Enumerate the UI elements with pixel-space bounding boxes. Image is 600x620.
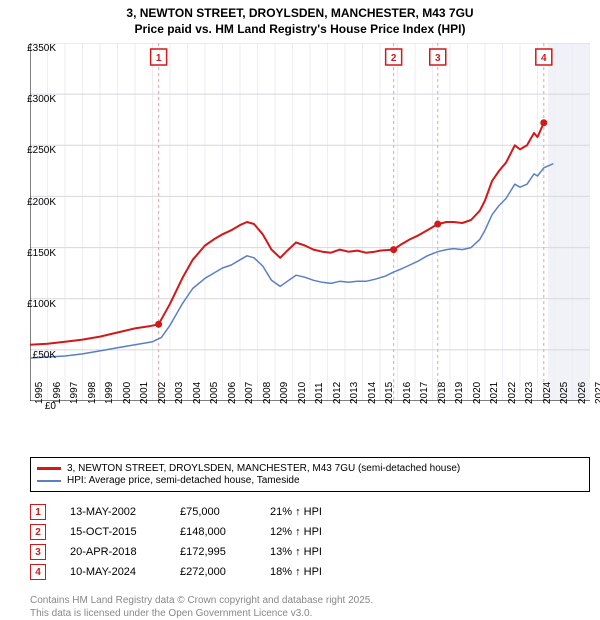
y-axis-labels: £0£50K£100K£150K£200K£250K£300K£350K [24, 49, 58, 407]
legend: 3, NEWTON STREET, DROYLSDEN, MANCHESTER,… [30, 457, 590, 492]
sale-price: £75,000 [180, 506, 270, 518]
sale-date: 20-APR-2018 [70, 546, 180, 558]
chart-svg: 1 2 3 4 [30, 43, 590, 401]
sale-price: £172,995 [180, 546, 270, 558]
sale-pct: 21% ↑ HPI [270, 506, 380, 518]
sale-pct: 18% ↑ HPI [270, 566, 380, 578]
sale-badge: 4 [30, 564, 46, 580]
title-line-1: 3, NEWTON STREET, DROYLSDEN, MANCHESTER,… [4, 6, 596, 22]
title-line-2: Price paid vs. HM Land Registry's House … [4, 22, 596, 38]
svg-text:3: 3 [435, 53, 441, 64]
sale-row: 1 13-MAY-2002 £75,000 21% ↑ HPI [30, 504, 590, 520]
sale-date: 13-MAY-2002 [70, 506, 180, 518]
sales-table: 1 13-MAY-2002 £75,000 21% ↑ HPI 2 15-OCT… [30, 500, 590, 584]
sale-price: £148,000 [180, 526, 270, 538]
sale-price: £272,000 [180, 566, 270, 578]
legend-label-series-1: 3, NEWTON STREET, DROYLSDEN, MANCHESTER,… [67, 463, 460, 474]
sale-badge: 3 [30, 544, 46, 560]
sale-date: 15-OCT-2015 [70, 526, 180, 538]
legend-swatch-series-2 [37, 480, 61, 482]
sale-date: 10-MAY-2024 [70, 566, 180, 578]
legend-label-series-2: HPI: Average price, semi-detached house,… [67, 475, 300, 486]
footer-line-1: Contains HM Land Registry data © Crown c… [30, 594, 590, 607]
sale-badge: 2 [30, 524, 46, 540]
svg-text:1: 1 [156, 53, 162, 64]
sale-row: 2 15-OCT-2015 £148,000 12% ↑ HPI [30, 524, 590, 540]
svg-text:2: 2 [391, 53, 397, 64]
sale-row: 3 20-APR-2018 £172,995 13% ↑ HPI [30, 544, 590, 560]
chart-title: 3, NEWTON STREET, DROYLSDEN, MANCHESTER,… [0, 0, 600, 37]
footer: Contains HM Land Registry data © Crown c… [30, 594, 590, 620]
legend-swatch-series-1 [37, 467, 61, 470]
x-axis-labels: 1995199619971998199920002001200220032004… [30, 376, 590, 426]
page-container: 3, NEWTON STREET, DROYLSDEN, MANCHESTER,… [0, 0, 600, 620]
sale-pct: 13% ↑ HPI [270, 546, 380, 558]
sale-badge: 1 [30, 504, 46, 520]
sale-pct: 12% ↑ HPI [270, 526, 380, 538]
footer-line-2: This data is licensed under the Open Gov… [30, 607, 590, 620]
chart-area: 1234 £0£50K£100K£150K£200K£250K£300K£350… [30, 43, 590, 411]
svg-text:4: 4 [541, 53, 547, 64]
legend-row-series-1: 3, NEWTON STREET, DROYLSDEN, MANCHESTER,… [37, 463, 583, 474]
sale-row: 4 10-MAY-2024 £272,000 18% ↑ HPI [30, 564, 590, 580]
legend-row-series-2: HPI: Average price, semi-detached house,… [37, 475, 583, 486]
